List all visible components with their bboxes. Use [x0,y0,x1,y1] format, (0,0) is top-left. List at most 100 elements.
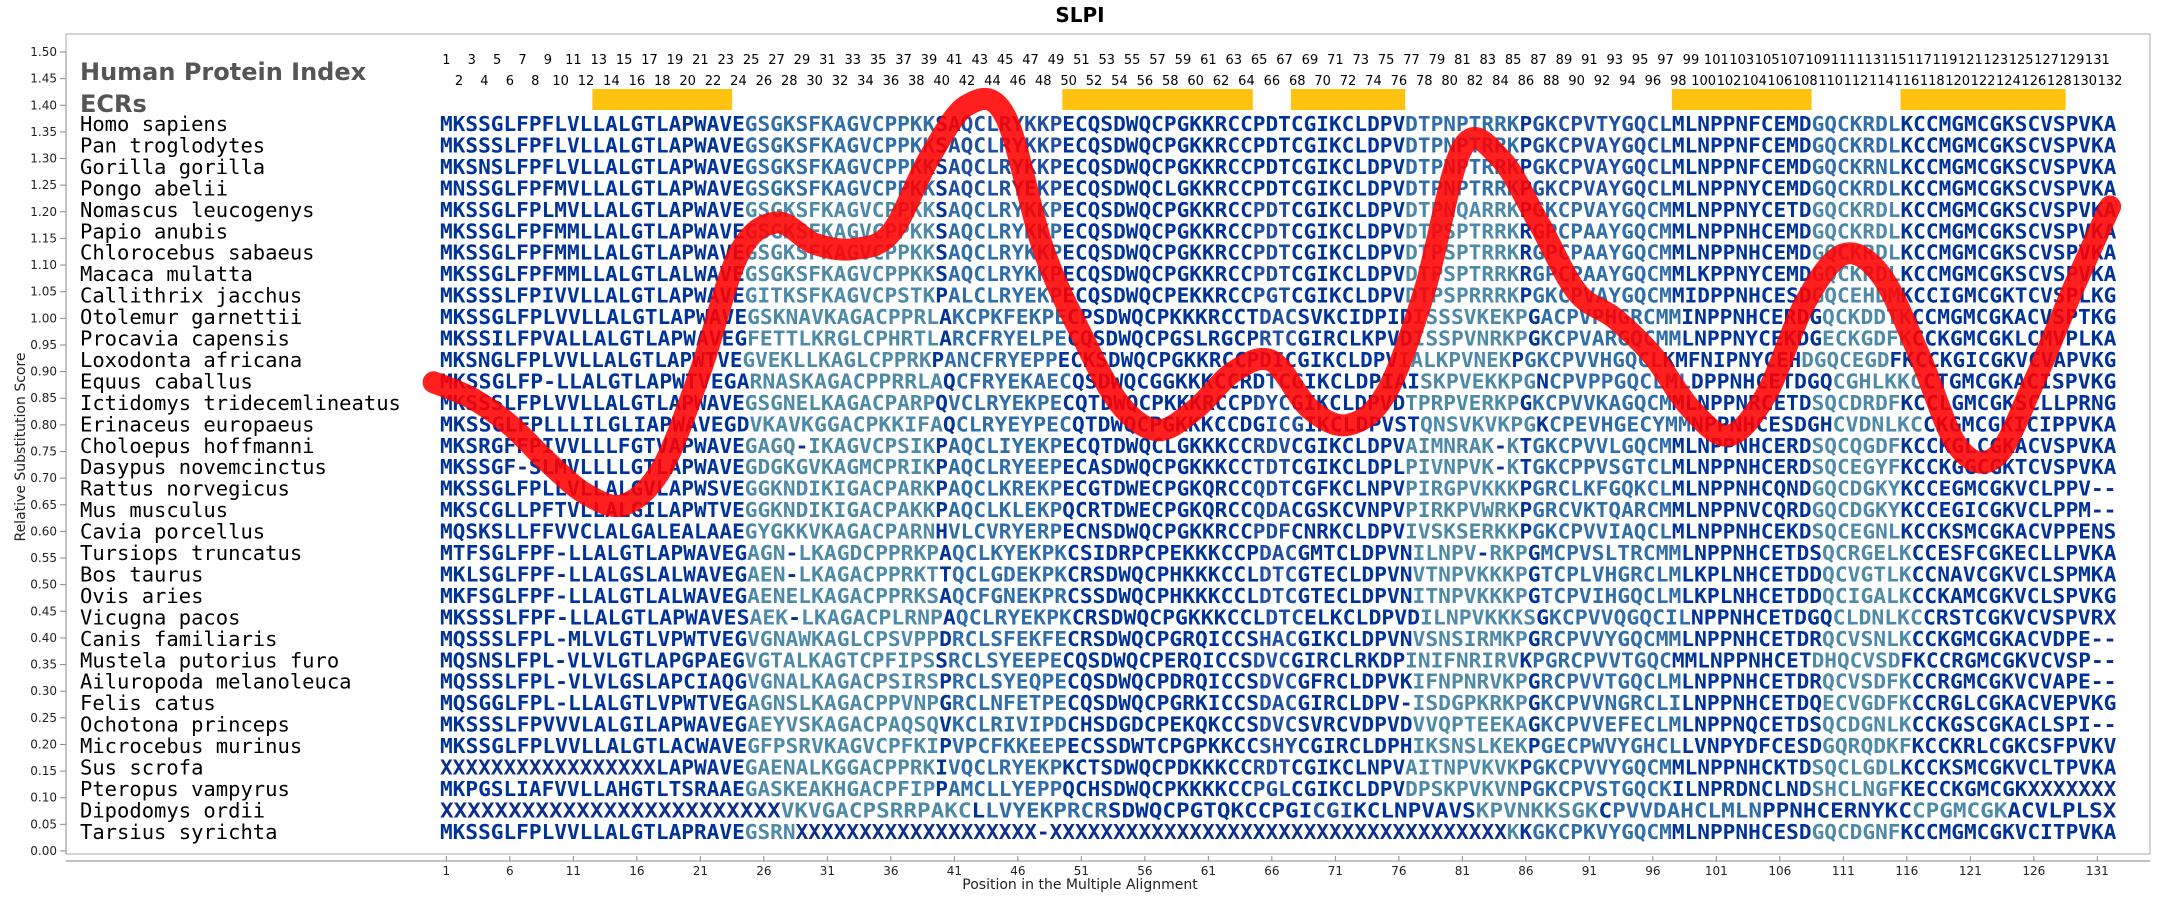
human-index-odd: 41 [946,53,963,68]
human-index-even: 10 [552,74,569,89]
y-tick-label: 1.45 [30,72,57,86]
x-tick-label: 126 [2022,864,2045,878]
y-axis-ticks: 0.00 0.05 0.10 0.15 0.20 0.25 0.30 0.35 0.40 0.45… [30,45,66,858]
y-tick-label: 1.00 [30,311,57,325]
species-label: Pongo abelii [80,176,228,200]
sequence-row: MKSSGLFPLVVLLALGTLACWAVEGFPSRVKAGVCPFKIP… [440,734,2116,758]
legend-human-protein-index: Human Protein Index [80,58,367,86]
x-tick-label: 31 [820,864,835,878]
human-index-even: 130 [2072,74,2097,89]
x-tick-label: 1 [443,864,451,878]
y-tick-label: 0.60 [30,524,57,538]
human-index-even: 96 [1645,74,1662,89]
human-index-even: 24 [730,74,747,89]
x-tick-label: 6 [506,864,514,878]
human-index-odd: 69 [1302,53,1319,68]
sequence-row: MKSSSLFPF-LLALGTLAPWAVESAEK-LKAGACPLRNPA… [440,605,2117,629]
x-tick-label: 56 [1137,864,1152,878]
x-tick-label: 116 [1895,864,1918,878]
human-index-odd: 17 [641,53,658,68]
chart-title: SLPI [1055,3,1104,27]
human-index-odd: 39 [921,53,938,68]
human-index-odd: 21 [692,53,709,68]
human-index-odd: 7 [518,53,526,68]
species-label: Bos taurus [80,562,203,586]
x-tick-label: 11 [566,864,581,878]
species-label: Mustela putorius furo [80,648,339,672]
species-label: Gorilla gorilla [80,155,265,179]
human-index-odd: 109 [1806,53,1831,68]
ecr-bar [1290,89,1406,110]
human-index-even: 126 [2021,74,2046,89]
ecr-bars [592,89,2066,110]
human-index-even: 102 [1717,74,1742,89]
x-tick-label: 106 [1768,864,1791,878]
human-index-even: 98 [1670,74,1687,89]
human-index-odd: 97 [1657,53,1674,68]
human-index-odd: 73 [1352,53,1369,68]
human-index-odd: 31 [819,53,836,68]
human-index-odd: 19 [667,53,684,68]
sequence-row: MKSSGLFPLVVLLALGTLAPWAVEGSKNAVKAGACPPRLA… [440,305,2116,329]
y-tick-label: 1.05 [30,285,57,299]
species-label: Tursiops truncatus [80,541,302,565]
human-index-odd: 131 [2085,53,2110,68]
y-tick-label: 0.05 [30,817,57,831]
sequence-row: MKSSGF-SLMVLLLLGTLAPWAVEGDGKGVKAGMCPRIKP… [440,455,2117,479]
human-index-odd: 27 [768,53,785,68]
human-index-odd: 1 [442,53,450,68]
sequence-row: MKSSGLFPFMMLLALGTLAPWAVEGSGKSFKAGVCPPKKS… [440,219,2117,243]
human-index-odd: 47 [1022,53,1039,68]
human-index-odd: 23 [717,53,734,68]
human-index-even: 60 [1187,74,1204,89]
human-index-even: 110 [1818,74,1843,89]
human-index-even: 34 [857,74,874,89]
human-index-odd: 67 [1276,53,1293,68]
human-index-even: 22 [705,74,722,89]
human-index-even: 84 [1492,74,1509,89]
human-index-even: 18 [654,74,671,89]
human-index-odd: 83 [1479,53,1496,68]
x-tick-label: 101 [1705,864,1728,878]
sequence-row: MKSSSLFPVVVLALGILAPWAVEGAEYVSKAGACPAQSQV… [440,713,2116,737]
y-tick-label: 0.85 [30,391,57,405]
human-index-odd: 93 [1606,53,1623,68]
human-index-even: 64 [1238,74,1255,89]
human-index-even: 128 [2047,74,2072,89]
human-index-even: 100 [1691,74,1716,89]
species-label: Equus caballus [80,369,253,393]
human-index-even: 120 [1945,74,1970,89]
species-label: Dasypus novemcinctus [80,455,327,479]
y-tick-label: 0.00 [30,844,57,858]
x-tick-label: 76 [1391,864,1406,878]
human-index-odd: 107 [1780,53,1805,68]
human-index-even: 40 [933,74,950,89]
human-index-even: 124 [1996,74,2021,89]
species-label: Ailuropoda melanoleuca [80,670,352,694]
x-tick-label: 86 [1518,864,1533,878]
species-label: Cavia porcellus [80,520,265,544]
human-index-odd: 65 [1251,53,1268,68]
human-index-odd: 45 [997,53,1014,68]
human-index-even: 132 [2098,74,2123,89]
human-index-even: 8 [531,74,539,89]
y-tick-label: 1.20 [30,205,57,219]
human-index-odd: 123 [1983,53,2008,68]
human-index-even: 48 [1035,74,1052,89]
human-index-even: 14 [603,74,620,89]
human-index-odd: 53 [1098,53,1115,68]
human-index-even: 108 [1793,74,1818,89]
human-index-odd: 91 [1581,53,1598,68]
human-index-odd: 3 [468,53,476,68]
human-index-odd: 111 [1831,53,1856,68]
human-index-even: 78 [1416,74,1433,89]
species-label: Callithrix jacchus [80,284,302,308]
human-index-even: 30 [806,74,823,89]
sequence-row: MKSNSLFPFLVLLALGTLAPWAVEGSGKSFKAGVCPPKKS… [440,155,2117,179]
human-index-even: 16 [629,74,646,89]
x-tick-label: 21 [693,864,708,878]
legend-ecrs: ECRs [80,90,147,118]
human-index-even: 116 [1894,74,1919,89]
